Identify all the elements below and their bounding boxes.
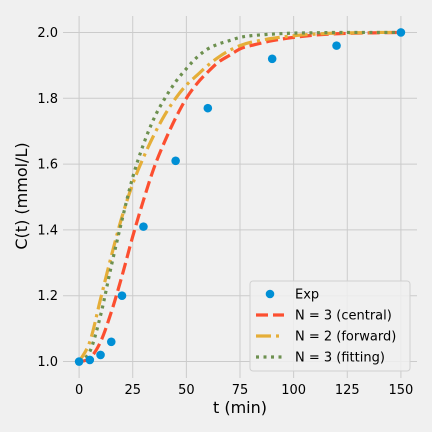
legend-label-n-3-fitting: N = 3 (fitting) [295,351,385,366]
y-tick-label: 1.8 [37,92,58,107]
x-tick-label: 100 [281,383,306,398]
legend-marker-exp [265,289,275,299]
x-axis-title: t (min) [213,398,267,417]
x-tick-label: 50 [178,383,195,398]
y-tick-label: 1.6 [37,158,58,173]
x-tick-labels: 0 25 50 75 100 125 150 [75,383,413,398]
legend-box [249,280,411,372]
y-tick-label: 1.2 [37,289,58,304]
y-tick-label: 2.0 [37,26,58,41]
y-tick-labels: 1.0 1.2 1.4 1.6 1.8 2.0 [37,26,58,370]
series-layer [74,28,406,366]
y-tick-label: 1.4 [37,223,58,238]
y-tick-label: 1.0 [37,355,58,370]
legend-label-n-3-central: N = 3 (central) [295,309,392,324]
x-tick-label: 125 [335,383,360,398]
exp-data-point [267,54,277,64]
legend-label-n-2-forward: N = 2 (forward) [295,330,396,345]
legend: Exp N = 3 (central) N = 2 (forward) N = 3 (… [249,280,411,372]
exp-data-point [139,222,148,231]
exp-data-point [203,103,213,113]
x-tick-label: 75 [232,383,249,398]
x-tick-label: 25 [124,383,141,398]
exp-data-point [117,291,127,301]
legend-label-exp: Exp [295,288,319,303]
exp-data-point [396,28,406,37]
x-tick-label: 150 [388,383,413,398]
y-axis-title: C(t) (mmol/L) [12,142,31,249]
exp-data-point [96,350,105,360]
exp-data-point [332,41,341,50]
exp-data-point [74,357,84,366]
exp-data-point [106,337,116,347]
line-n-3-fitting [78,30,401,363]
line-n-3-central [78,30,401,364]
exp-data-point [85,355,95,365]
exp-data-point [171,156,180,166]
x-tick-label: 0 [75,383,83,398]
series-exp [74,28,406,366]
